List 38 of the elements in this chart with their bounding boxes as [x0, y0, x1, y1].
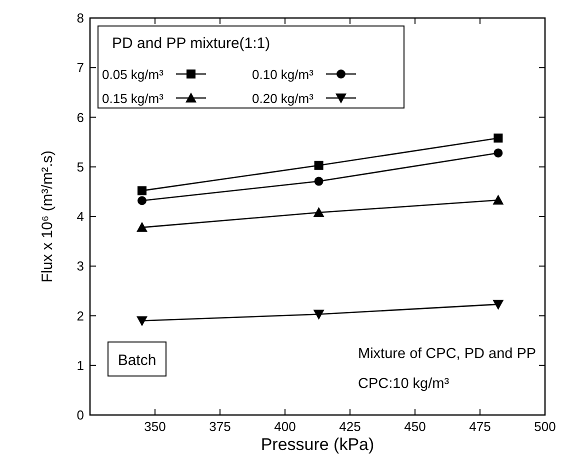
annotation: Mixture of CPC, PD and PP	[358, 346, 536, 362]
x-axis-title: Pressure (kPa)	[260, 435, 374, 454]
point	[313, 207, 324, 218]
x-tick-label: 375	[209, 419, 231, 434]
x-tick-label: 350	[144, 419, 166, 434]
y-tick-label: 4	[76, 209, 84, 224]
legend-label: 0.10 kg/m³	[252, 67, 314, 82]
legend-title: PD and PP mixture(1:1)	[112, 35, 270, 52]
point	[494, 134, 503, 143]
point	[138, 196, 146, 206]
legend-label: 0.15 kg/m³	[102, 91, 164, 106]
point	[136, 316, 148, 326]
point	[314, 176, 324, 186]
point	[136, 222, 148, 232]
x-tick-label: 425	[339, 419, 361, 434]
x-tick-label: 500	[534, 419, 556, 434]
point	[138, 186, 146, 196]
y-tick-label: 3	[76, 258, 84, 274]
x-tick-label: 400	[274, 419, 296, 434]
annotation: Batch	[118, 352, 156, 369]
point	[314, 160, 324, 170]
point	[492, 300, 504, 310]
x-tick-label: 475	[469, 419, 491, 434]
y-tick-label: 8	[76, 10, 84, 26]
annotation: CPC:10 kg/m³	[358, 376, 450, 392]
legend-label: 0.05 kg/m³	[102, 67, 164, 82]
legend-label: 0.20 kg/m³	[252, 91, 314, 106]
y-tick-label: 7	[76, 60, 84, 76]
y-tick-label: 2	[76, 308, 84, 324]
y-tick-label: 6	[76, 110, 84, 125]
y-tick-label: 5	[76, 159, 84, 174]
x-tick-label: 450	[404, 419, 426, 434]
point	[313, 310, 324, 320]
y-tick-label: 1	[76, 358, 84, 373]
point	[492, 194, 504, 205]
y-axis-title: Flux x 10⁶ (m³/m².s)	[39, 150, 56, 283]
point	[494, 148, 503, 158]
y-tick-label: 0	[76, 408, 84, 422]
